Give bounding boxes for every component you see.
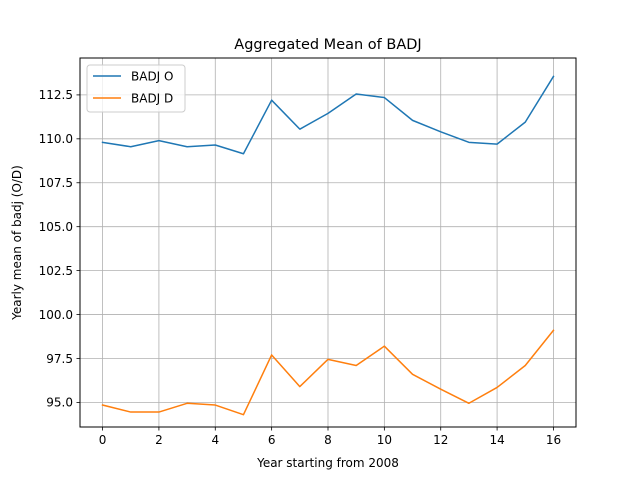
chart-title: Aggregated Mean of BADJ bbox=[234, 37, 421, 53]
series-line-2 bbox=[101, 329, 555, 416]
x-tick-label: 4 bbox=[211, 433, 219, 447]
x-tick-label: 14 bbox=[489, 433, 504, 447]
y-tick-label: 100.0 bbox=[39, 308, 73, 322]
y-tick-label: 95.0 bbox=[46, 396, 73, 410]
y-tick-label: 102.5 bbox=[39, 264, 73, 278]
x-tick-label: 16 bbox=[546, 433, 561, 447]
y-tick-label: 105.0 bbox=[39, 220, 73, 234]
y-tick-label: 107.5 bbox=[39, 176, 73, 190]
legend: BADJ O BADJ D bbox=[86, 64, 186, 113]
grid bbox=[80, 58, 576, 427]
x-tick-label: 6 bbox=[268, 433, 276, 447]
series-line-1 bbox=[101, 75, 555, 155]
legend-label: BADJ D bbox=[131, 91, 173, 105]
x-axis-ticks: 0 2 4 6 8 10 12 14 16 bbox=[99, 427, 561, 447]
y-axis-ticks: 95.0 97.5 100.0 102.5 105.0 107.5 110.0 112.5 bbox=[39, 88, 80, 410]
y-tick-label: 112.5 bbox=[39, 88, 73, 102]
x-axis-label: Year starting from 2008 bbox=[256, 456, 399, 470]
legend-label: BADJ O bbox=[131, 69, 173, 83]
y-tick-label: 110.0 bbox=[39, 132, 73, 146]
y-axis-label: Yearly mean of badj (O/D) bbox=[10, 165, 24, 321]
x-tick-label: 0 bbox=[99, 433, 107, 447]
series-lines bbox=[101, 75, 555, 416]
x-tick-label: 10 bbox=[377, 433, 392, 447]
x-tick-label: 8 bbox=[324, 433, 332, 447]
x-tick-label: 2 bbox=[155, 433, 163, 447]
y-tick-label: 97.5 bbox=[46, 352, 73, 366]
x-tick-label: 12 bbox=[433, 433, 448, 447]
